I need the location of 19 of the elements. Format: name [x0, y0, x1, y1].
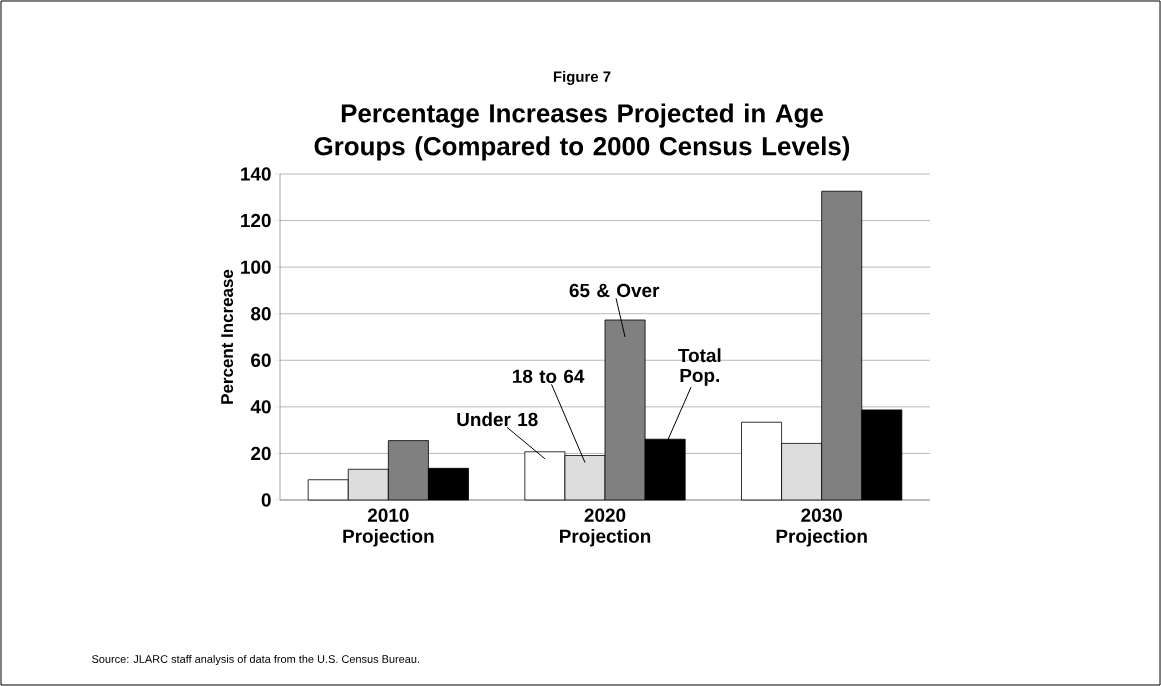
y-tick-label: 140: [241, 167, 271, 181]
y-tick-label: 80: [251, 307, 271, 321]
y-tick-label: 100: [241, 260, 271, 274]
chart-title: Percentage Increases Projected in Age Groups (Compared to 2000 Census Levels): [314, 103, 850, 161]
annotation: Under 18: [457, 412, 538, 427]
chart-subtitle: Figure 7: [553, 70, 611, 85]
y-tick-label: 20: [251, 446, 271, 461]
x-tick-label: 2010 Projection: [343, 508, 434, 547]
x-tick-label: 2030 Projection: [776, 508, 867, 547]
y-tick-label: 40: [250, 400, 271, 414]
y-tick-label: 0: [261, 493, 271, 507]
source-note: Source: JLARC staff analysis of data from the U.S. Census Bureau.: [92, 654, 419, 666]
annotation: 65 & Over: [569, 283, 660, 298]
y-axis-title: Percent Increase: [221, 269, 234, 404]
annotation: 18 to 64: [513, 369, 585, 384]
y-tick-label: 60: [251, 353, 271, 367]
annotation: Total Pop.: [678, 348, 721, 386]
y-tick-label: 120: [241, 213, 271, 228]
x-tick-label: 2020 Projection: [559, 508, 651, 547]
